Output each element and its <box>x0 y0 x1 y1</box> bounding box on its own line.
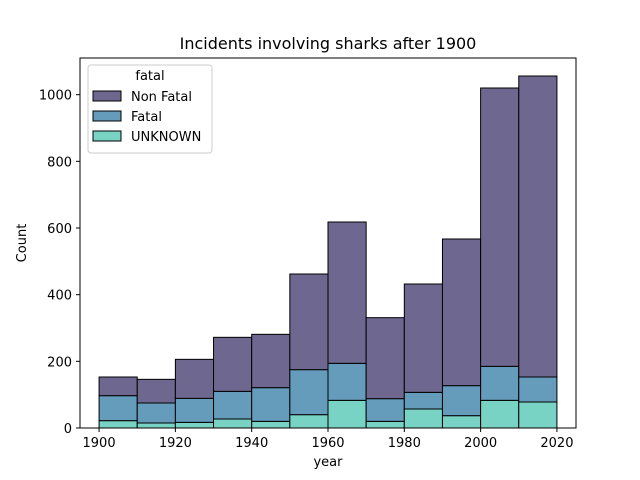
bar-unknown-1980 <box>403 408 443 429</box>
bar-unknown-1940 <box>251 420 291 429</box>
bar-fatal-1940 <box>251 387 291 422</box>
bar-unknown-1930 <box>213 418 253 429</box>
bar-non-fatal-1970 <box>365 317 405 400</box>
bar-unknown-2000 <box>480 399 520 429</box>
bar-fatal-1920 <box>174 397 215 423</box>
bar-fatal-1930 <box>213 390 253 420</box>
bar-fatal-1910 <box>136 402 176 424</box>
bar-unknown-1900 <box>98 420 138 429</box>
bar-unknown-1960 <box>327 399 367 429</box>
x-tick-label: 2020 <box>540 436 573 451</box>
y-axis: 0 200 400 600 800 1000 <box>39 89 80 437</box>
bar-fatal-2010 <box>518 376 558 403</box>
legend-swatch-non-fatal <box>92 90 122 102</box>
y-tick-label: 200 <box>47 355 72 370</box>
bar-non-fatal-1980 <box>403 283 443 393</box>
bar-unknown-1970 <box>365 420 405 429</box>
bar-non-fatal-2010 <box>518 75 558 378</box>
legend-label: UNKNOWN <box>131 130 201 145</box>
bar-non-fatal-2000 <box>480 87 520 367</box>
chart-title: Incidents involving sharks after 1900 <box>180 34 477 53</box>
bar-fatal-1960 <box>327 362 367 401</box>
legend-swatch-unknown <box>92 130 122 142</box>
legend-title: fatal <box>135 69 164 84</box>
bar-fatal-1970 <box>365 398 405 422</box>
x-tick-label: 1940 <box>235 436 268 451</box>
bar-non-fatal-1990 <box>441 238 482 387</box>
bar-non-fatal-1960 <box>327 221 367 364</box>
y-tick-label: 1000 <box>39 89 72 104</box>
bars-group <box>98 75 558 429</box>
bar-unknown-1920 <box>174 421 215 429</box>
x-axis: 1900 1920 1940 1960 1980 2000 2020 <box>83 428 573 451</box>
y-tick-label: 0 <box>64 422 72 437</box>
y-tick-label: 800 <box>47 155 72 170</box>
x-tick-label: 1900 <box>83 436 116 451</box>
legend-swatch-fatal <box>92 110 122 122</box>
x-axis-label: year <box>313 455 343 470</box>
x-tick-label: 1980 <box>388 436 421 451</box>
bar-unknown-1950 <box>289 414 329 429</box>
bar-unknown-1990 <box>441 415 482 429</box>
x-tick-label: 2000 <box>464 436 497 451</box>
bar-non-fatal-1950 <box>289 273 329 371</box>
x-tick-label: 1960 <box>311 436 344 451</box>
bar-non-fatal-1910 <box>136 378 176 404</box>
legend: fatal Non Fatal Fatal UNKNOWN <box>87 64 213 154</box>
y-tick-label: 600 <box>47 222 72 237</box>
bar-fatal-1950 <box>289 369 329 416</box>
bar-non-fatal-1940 <box>251 333 291 389</box>
bar-fatal-1990 <box>441 385 482 417</box>
bar-non-fatal-1900 <box>98 376 138 397</box>
y-tick-label: 400 <box>47 289 72 304</box>
legend-label: Non Fatal <box>131 90 192 105</box>
legend-label: Fatal <box>131 110 162 125</box>
bar-fatal-1980 <box>403 391 443 410</box>
bar-non-fatal-1930 <box>213 336 253 392</box>
x-tick-label: 1920 <box>159 436 192 451</box>
y-axis-label: Count <box>15 224 30 263</box>
bar-non-fatal-1920 <box>174 358 215 399</box>
bar-unknown-2010 <box>518 401 558 429</box>
bar-unknown-1910 <box>136 422 176 429</box>
bar-fatal-2000 <box>480 365 520 401</box>
bar-fatal-1900 <box>98 395 138 422</box>
